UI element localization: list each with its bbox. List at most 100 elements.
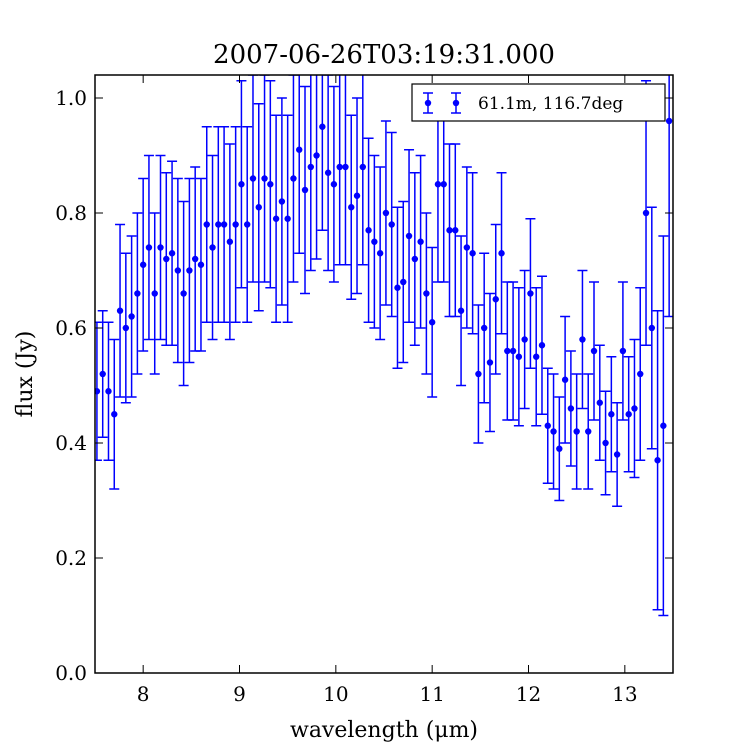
data-point xyxy=(463,244,471,251)
data-point xyxy=(452,227,459,234)
data-point xyxy=(330,181,338,188)
data-point xyxy=(533,353,540,360)
data-point xyxy=(625,411,632,418)
data-point xyxy=(411,255,419,263)
y-axis-label: flux (Jy) xyxy=(13,331,38,418)
x-tick-label: 10 xyxy=(323,682,348,706)
y-tick-label: 0.4 xyxy=(55,431,87,455)
data-point xyxy=(446,227,453,234)
plot-area xyxy=(95,75,673,617)
axes: 8 9 10 11 12 13 0.0 0.2 0.4 0.6 0.8 1.0 xyxy=(55,75,673,706)
data-point xyxy=(457,307,465,314)
data-point xyxy=(573,428,580,435)
data-point xyxy=(145,244,153,251)
chart-title: 2007-06-26T03:19:31.000 xyxy=(213,40,555,70)
data-point xyxy=(561,376,569,383)
data-point xyxy=(538,342,546,349)
data-point xyxy=(272,215,280,222)
legend: 61.1m, 116.7deg xyxy=(411,83,666,122)
data-point xyxy=(504,347,511,355)
data-point xyxy=(157,244,164,251)
data-point xyxy=(648,324,656,332)
data-point xyxy=(567,405,575,412)
data-point xyxy=(209,244,216,251)
data-point xyxy=(376,250,384,257)
data-point xyxy=(434,181,442,188)
data-point xyxy=(579,336,586,343)
data-point xyxy=(660,422,667,429)
data-point xyxy=(515,353,523,360)
data-point xyxy=(492,296,499,303)
data-point xyxy=(556,445,563,452)
data-point xyxy=(244,221,251,228)
data-point xyxy=(278,198,286,205)
data-point xyxy=(191,255,199,263)
data-point xyxy=(128,313,135,320)
data-point xyxy=(613,451,621,458)
data-point xyxy=(654,457,661,464)
data-point xyxy=(602,439,609,447)
y-tick-label: 1.0 xyxy=(55,86,87,110)
data-point xyxy=(290,175,297,182)
x-tick-label: 11 xyxy=(419,682,444,706)
data-point xyxy=(319,123,326,130)
data-point xyxy=(186,267,193,274)
data-point xyxy=(296,146,303,153)
legend-swatch xyxy=(424,99,432,107)
data-point xyxy=(359,163,367,171)
data-point xyxy=(521,336,528,343)
y-tick-label: 0.0 xyxy=(55,661,87,685)
data-point xyxy=(255,204,262,211)
data-point xyxy=(665,117,673,125)
data-point xyxy=(637,370,644,378)
data-point xyxy=(509,347,517,355)
y-tick-label: 0.6 xyxy=(55,316,87,340)
data-point xyxy=(394,284,401,291)
data-point xyxy=(116,307,124,314)
data-point xyxy=(428,319,436,326)
data-point xyxy=(220,221,228,228)
data-point xyxy=(382,209,390,217)
data-point xyxy=(180,290,187,297)
data-point xyxy=(174,267,182,274)
data-point xyxy=(353,192,361,199)
data-point xyxy=(342,163,349,171)
data-point xyxy=(105,388,112,395)
data-point xyxy=(596,399,603,406)
data-point xyxy=(400,278,407,286)
data-point xyxy=(423,290,430,297)
data-point xyxy=(301,186,309,194)
data-point xyxy=(134,290,141,297)
legend-label: 61.1m, 116.7deg xyxy=(478,94,623,114)
data-point xyxy=(475,370,482,378)
data-point xyxy=(544,422,551,429)
data-point xyxy=(232,221,239,228)
data-point xyxy=(324,169,332,176)
plot-frame xyxy=(94,74,674,674)
data-point xyxy=(99,370,106,378)
data-point xyxy=(336,163,343,171)
data-point xyxy=(486,359,494,366)
x-tick-label: 12 xyxy=(516,682,541,706)
legend-swatch xyxy=(452,99,460,107)
data-point xyxy=(498,250,505,257)
data-point xyxy=(111,411,118,418)
x-tick-label: 9 xyxy=(233,682,246,706)
data-point xyxy=(631,405,638,412)
data-point xyxy=(405,232,413,240)
data-point xyxy=(619,347,627,355)
data-point xyxy=(249,175,257,182)
data-point xyxy=(122,324,130,332)
data-point xyxy=(642,209,650,217)
data-point xyxy=(215,221,222,228)
data-point xyxy=(238,181,245,188)
data-point xyxy=(151,290,158,297)
x-tick-label: 13 xyxy=(612,682,637,706)
data-point xyxy=(590,347,598,355)
data-point xyxy=(267,181,274,188)
data-point xyxy=(469,250,476,257)
data-point xyxy=(307,163,314,171)
data-point xyxy=(139,261,147,268)
data-point xyxy=(168,250,176,257)
